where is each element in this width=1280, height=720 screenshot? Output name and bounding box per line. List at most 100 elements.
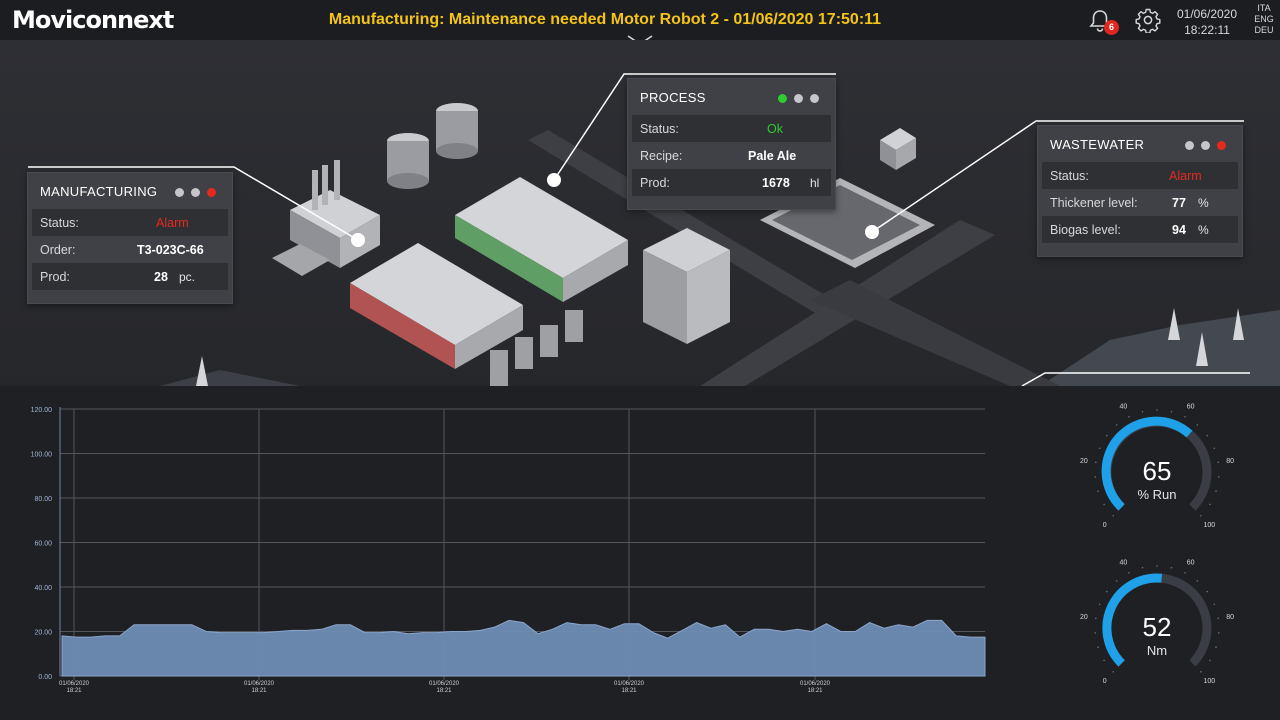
gauge-tick: [1097, 490, 1099, 492]
status-indicators: [778, 94, 819, 103]
wastewater-marker[interactable]: [865, 225, 879, 239]
process-marker[interactable]: [547, 173, 561, 187]
y-tick-label: 40.00: [34, 585, 52, 592]
gauge-tick: [1094, 476, 1096, 478]
gauge-tick-label: 40: [1120, 404, 1128, 411]
gauge: 0 20 40 60 80 100 65% Run: [1080, 404, 1234, 529]
gauge-tick: [1209, 659, 1211, 662]
status-label: Status:: [1050, 169, 1089, 183]
wastewater-panel[interactable]: WASTEWATER Status: Alarm Thickener level…: [1037, 125, 1243, 257]
gauge-tick-label: 0: [1103, 522, 1107, 529]
prod-value: 1678: [762, 176, 790, 190]
status-indicators: [1185, 141, 1226, 150]
panel-header: MANUFACTURING: [28, 173, 232, 209]
thickener-row: Thickener level: 77 %: [1042, 189, 1238, 216]
panel-title: MANUFACTURING: [40, 184, 158, 199]
gauge-tick: [1184, 416, 1186, 418]
gauge-tick: [1098, 603, 1101, 606]
lang-eng[interactable]: ENG: [1254, 14, 1274, 24]
gauge-tick-label: 20: [1080, 458, 1088, 465]
gauge-tick-label: 60: [1187, 560, 1195, 567]
x-tick-time: 18:21: [436, 688, 452, 694]
gauge-tick: [1112, 515, 1114, 517]
gauge-tick: [1218, 476, 1220, 478]
thickener-value: 77: [1172, 196, 1186, 210]
gauge-tick-label: 80: [1226, 614, 1234, 621]
gauge-tick: [1103, 659, 1105, 662]
prod-row: Prod: 28 pc.: [32, 263, 228, 290]
gauge-tick: [1206, 590, 1208, 593]
prod-unit: hl: [810, 176, 820, 190]
gauge-tick: [1156, 565, 1158, 567]
lang-deu[interactable]: DEU: [1254, 25, 1274, 35]
gauge-tick: [1215, 490, 1217, 492]
alarm-banner[interactable]: Manufacturing: Maintenance needed Motor …: [328, 11, 882, 28]
status-label: Status:: [40, 216, 79, 230]
app-logo: Moviconnext: [12, 6, 174, 34]
gear-icon[interactable]: [1135, 7, 1161, 33]
storage-tanks: [387, 103, 478, 189]
gauge-tick: [1095, 617, 1097, 620]
indicator-light: [175, 188, 184, 197]
factory-building: [272, 160, 380, 276]
trend-chart[interactable]: 0.00 20.00 40.00 60.00 80.00 100.00 120.00 01/0…: [0, 386, 1010, 720]
gauge-tick: [1218, 632, 1220, 634]
x-tick-date: 01/06/2020: [429, 681, 460, 687]
red-building: [350, 243, 523, 369]
gauge-tick: [1200, 671, 1202, 673]
panel-title: WASTEWATER: [1050, 137, 1145, 152]
indicator-light-red: [1217, 141, 1226, 150]
lang-ita[interactable]: ITA: [1257, 3, 1271, 13]
status-value: Ok: [767, 122, 783, 136]
gauge-tick: [1170, 566, 1173, 569]
gauge-tick: [1112, 671, 1114, 673]
gauge-tick: [1095, 461, 1097, 464]
x-tick-date: 01/06/2020: [800, 681, 831, 687]
x-tick-time: 18:21: [621, 688, 637, 694]
gauge-tick: [1106, 434, 1108, 437]
status-row: Status: Ok: [632, 115, 831, 142]
gauge-tick-label: 100: [1203, 522, 1215, 529]
biogas-row: Biogas level: 94 %: [1042, 216, 1238, 243]
prod-value: 28: [154, 270, 168, 284]
y-tick-label: 100.00: [31, 452, 53, 459]
gauge-tick: [1128, 572, 1130, 574]
gauge-tick-label: 0: [1103, 678, 1107, 685]
prod-row: Prod: 1678 hl: [632, 169, 831, 196]
status-indicators: [175, 188, 216, 197]
gauge-tick: [1215, 646, 1217, 648]
gauge-value: 52: [1143, 612, 1172, 642]
indicator-light: [1185, 141, 1194, 150]
gauge-value-arc: [1101, 416, 1193, 511]
gauge-tick-label: 80: [1226, 458, 1234, 465]
silos: [490, 310, 583, 386]
gauge-unit: Nm: [1147, 643, 1167, 658]
x-tick-date: 01/06/2020: [244, 681, 275, 687]
datetime-display: 01/06/2020 18:22:11: [1168, 6, 1246, 38]
x-tick-time: 18:21: [66, 688, 82, 694]
process-panel[interactable]: PROCESS Status: Ok Recipe: Pale Ale Prod…: [627, 78, 836, 210]
manufacturing-panel[interactable]: MANUFACTURING Status: Alarm Order: T3-02…: [27, 172, 233, 304]
manufacturing-marker[interactable]: [351, 233, 365, 247]
panel-header: PROCESS: [628, 79, 835, 115]
bell-icon[interactable]: [1086, 7, 1114, 35]
gauge-tick: [1098, 447, 1101, 450]
gauge-tick: [1184, 572, 1186, 574]
thickener-unit: %: [1198, 196, 1209, 210]
indicator-light: [810, 94, 819, 103]
biogas-value: 94: [1172, 223, 1186, 237]
order-row: Order: T3-023C-66: [32, 236, 228, 263]
gauge-tick-label: 20: [1080, 614, 1088, 621]
recipe-value: Pale Ale: [748, 149, 797, 163]
gauge-tick: [1106, 590, 1108, 593]
gauge-tick: [1196, 580, 1199, 582]
gauge-tick: [1094, 632, 1096, 634]
gauge-tick: [1213, 603, 1216, 606]
order-value: T3-023C-66: [137, 243, 204, 257]
notification-badge: 6: [1104, 20, 1119, 35]
y-tick-label: 80.00: [34, 496, 52, 503]
y-tick-label: 60.00: [34, 541, 52, 548]
gauge-tick: [1115, 424, 1118, 426]
